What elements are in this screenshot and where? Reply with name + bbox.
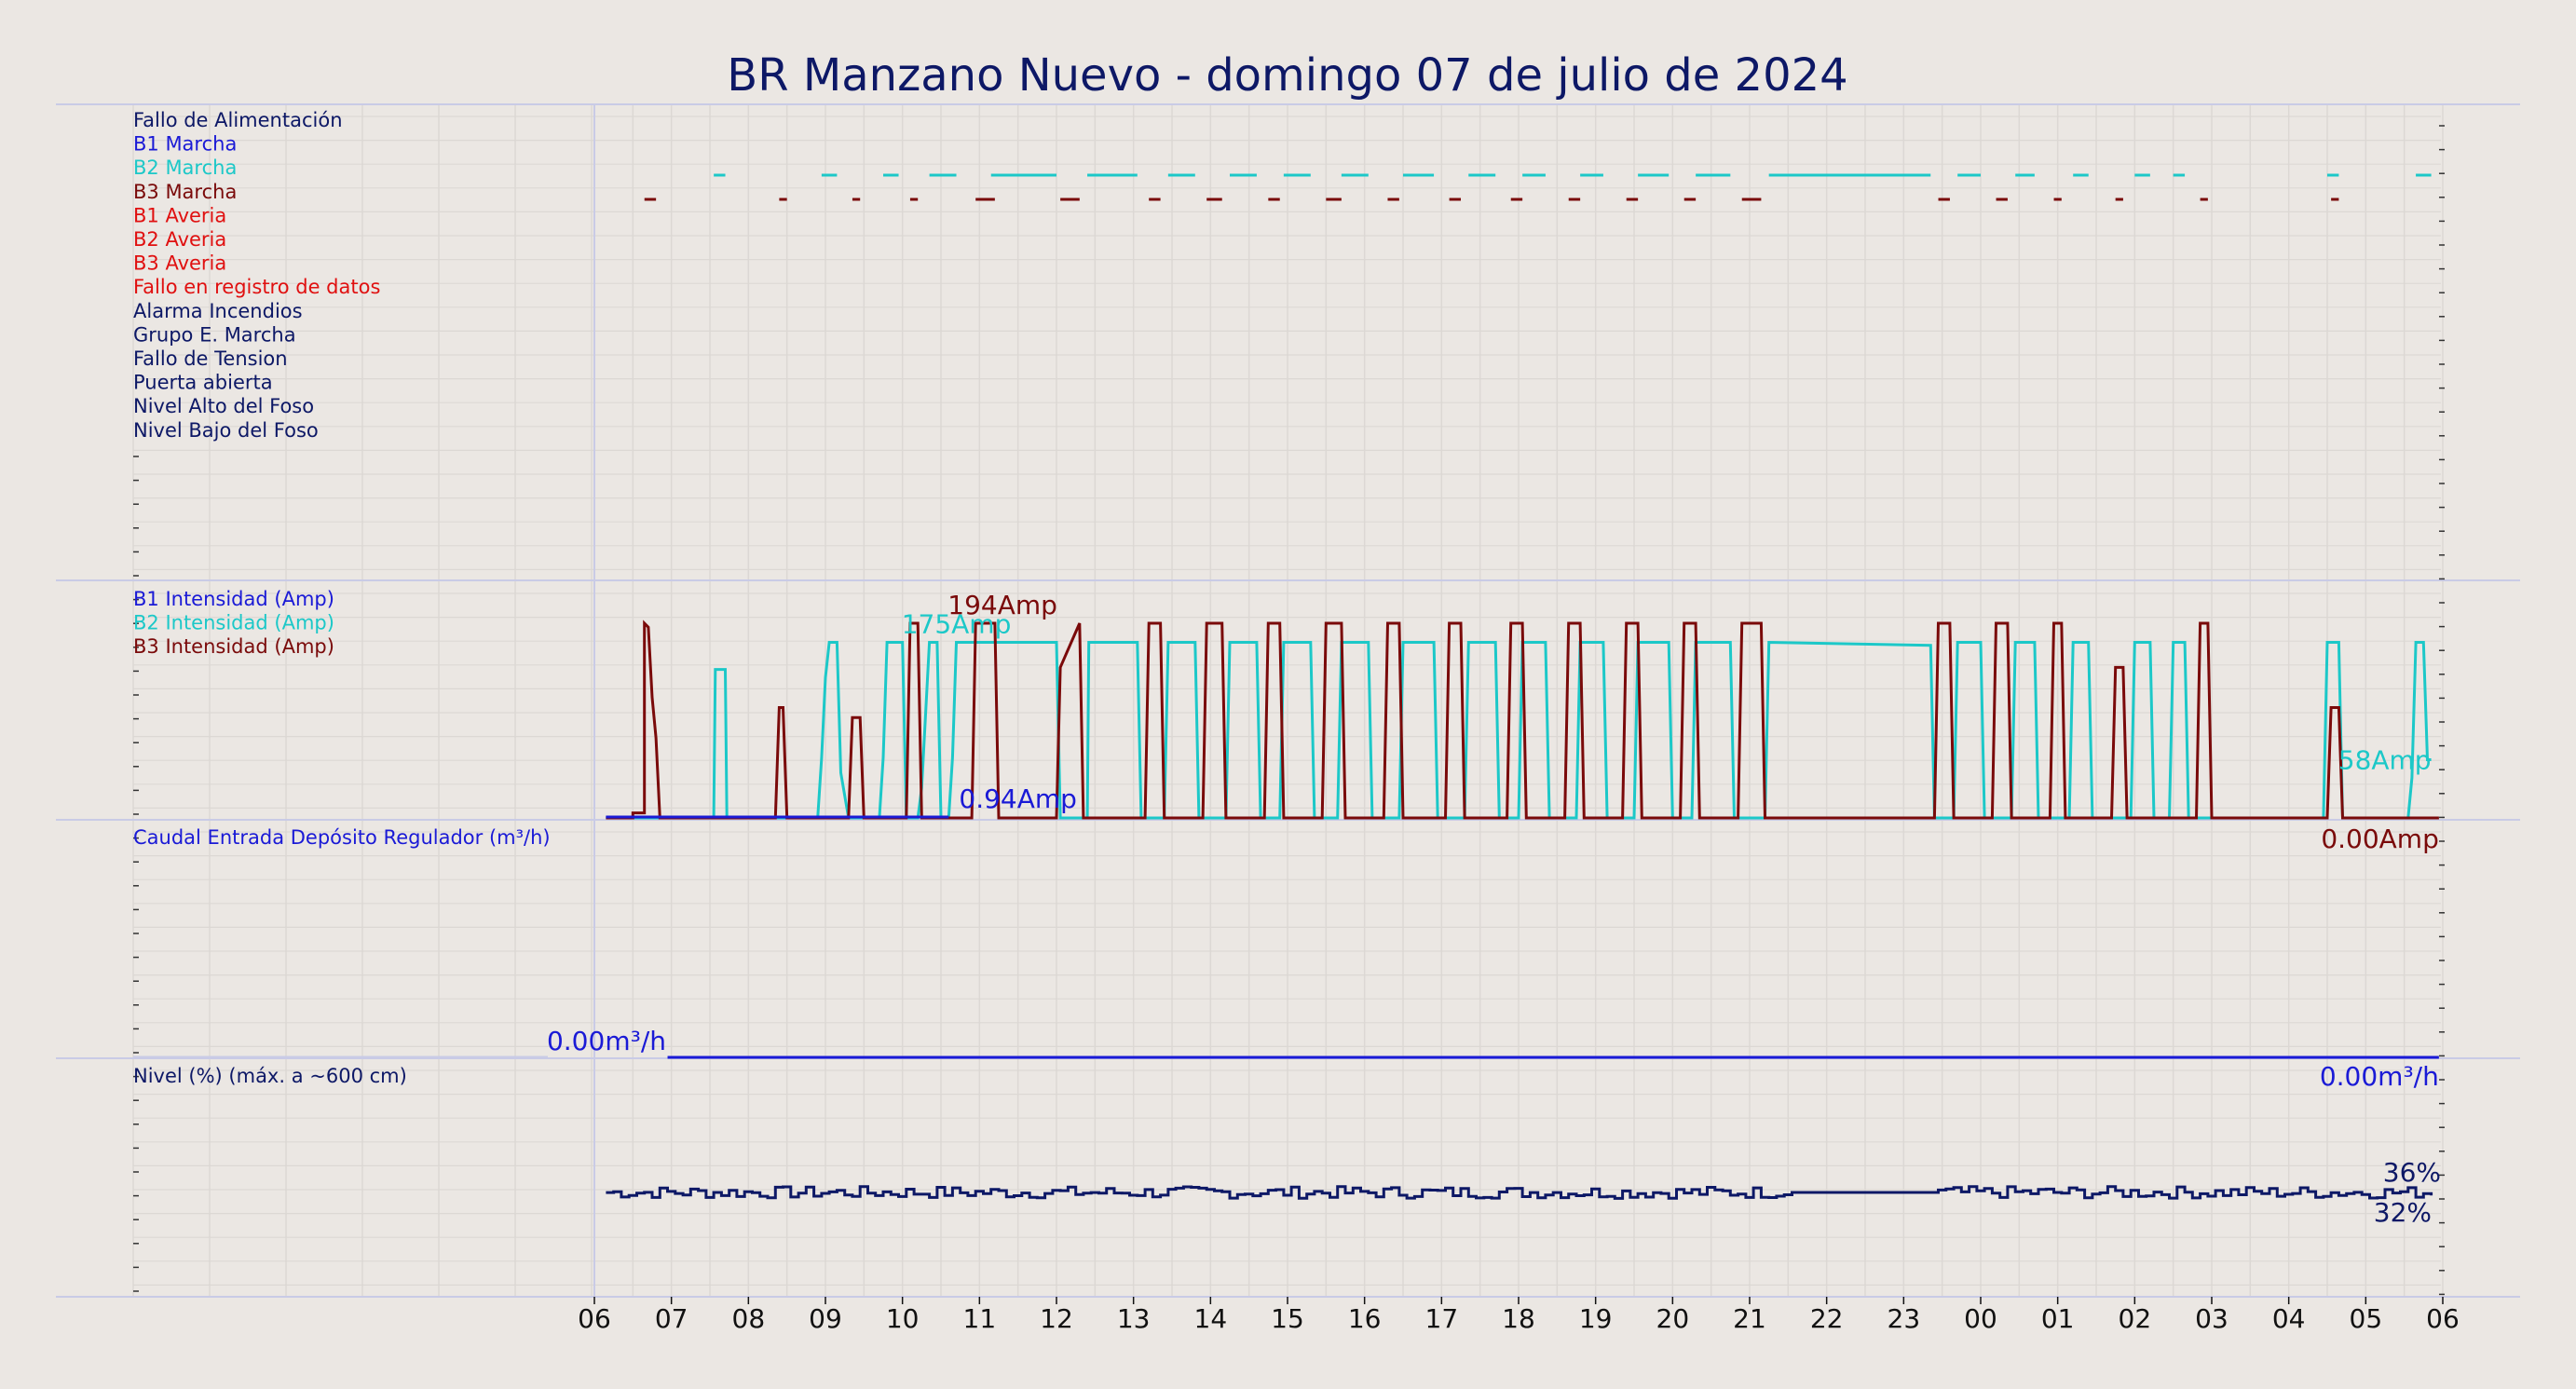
x-tick-label: 03: [2195, 1303, 2228, 1334]
level-end-label-high: 36%: [2383, 1157, 2441, 1188]
series-line: [606, 640, 2432, 820]
signal-label: B1 Averia: [133, 204, 226, 226]
x-tick-label: 06: [578, 1303, 611, 1334]
data-label: 58Amp: [2338, 745, 2432, 776]
x-tick-label: 19: [1579, 1303, 1613, 1334]
signal-label: B2 Marcha: [133, 157, 237, 179]
data-label: 0.00Amp: [2321, 824, 2439, 854]
signal-label: Nivel Alto del Foso: [133, 395, 314, 417]
x-tick-label: 00: [1964, 1303, 1997, 1334]
x-tick-label: 23: [1888, 1303, 1921, 1334]
grid: [56, 103, 2520, 1298]
signal-label: Grupo E. Marcha: [133, 323, 296, 346]
x-tick-label: 01: [2041, 1303, 2075, 1334]
series-label: B1 Intensidad (Amp): [133, 588, 334, 610]
x-axis: 06 07 08 09 10 11 12 13 14 15 16 17 18 19 20 21 22 23 00 01…: [578, 1297, 2460, 1334]
chart-title: BR Manzano Nuevo - domingo 07 de julio d…: [727, 49, 1847, 102]
signal-label: Fallo en registro de datos: [133, 276, 380, 298]
flow-label: Caudal Entrada Depósito Regulador (m³/h): [133, 826, 551, 849]
x-tick-label: 22: [1810, 1303, 1844, 1334]
x-tick-label: 13: [1117, 1303, 1151, 1334]
x-tick-label: 12: [1040, 1303, 1073, 1334]
signal-label: B2 Averia: [133, 228, 226, 251]
level-label: Nivel (%) (máx. a ~600 cm): [133, 1065, 407, 1087]
signal-label: B3 Marcha: [133, 181, 237, 203]
x-tick-label: 16: [1348, 1303, 1382, 1334]
x-tick-label: 04: [2272, 1303, 2306, 1334]
level-line: [606, 1185, 2433, 1200]
signal-label: Nivel Bajo del Foso: [133, 419, 319, 442]
signal-label: Alarma Incendios: [133, 300, 303, 322]
x-tick-label: 05: [2350, 1303, 2383, 1334]
x-tick-label: 18: [1502, 1303, 1535, 1334]
x-tick-label: 10: [886, 1303, 920, 1334]
signal-label: Fallo de Tension: [133, 347, 288, 370]
x-tick-label: 17: [1425, 1303, 1459, 1334]
x-tick-label: 02: [2119, 1303, 2152, 1334]
x-tick-label: 09: [809, 1303, 842, 1334]
x-tick-label: 07: [655, 1303, 688, 1334]
x-tick-label: 11: [963, 1303, 997, 1334]
signal-label: Fallo de Alimentación: [133, 109, 343, 131]
flow-start-label: 0.00m³/h: [547, 1026, 666, 1056]
x-tick-label: 20: [1656, 1303, 1690, 1334]
x-tick-label: 14: [1194, 1303, 1228, 1334]
x-tick-label: 15: [1271, 1303, 1304, 1334]
x-tick-label: 06: [2426, 1303, 2460, 1334]
x-tick-label: 08: [732, 1303, 766, 1334]
data-label: 175Amp: [902, 608, 1012, 639]
series-label: B2 Intensidad (Amp): [133, 612, 334, 634]
data-label: 0.94Amp: [959, 783, 1077, 814]
signal-label: B1 Marcha: [133, 133, 237, 156]
data-label: 194Amp: [947, 590, 1057, 620]
level-end-label-low: 32%: [2374, 1197, 2432, 1228]
signal-label: B3 Averia: [133, 252, 226, 275]
flow-end-label: 0.00m³/h: [2320, 1061, 2439, 1092]
series-label: B3 Intensidad (Amp): [133, 635, 334, 658]
signal-label: Puerta abierta: [133, 372, 273, 394]
x-tick-label: 21: [1733, 1303, 1766, 1334]
